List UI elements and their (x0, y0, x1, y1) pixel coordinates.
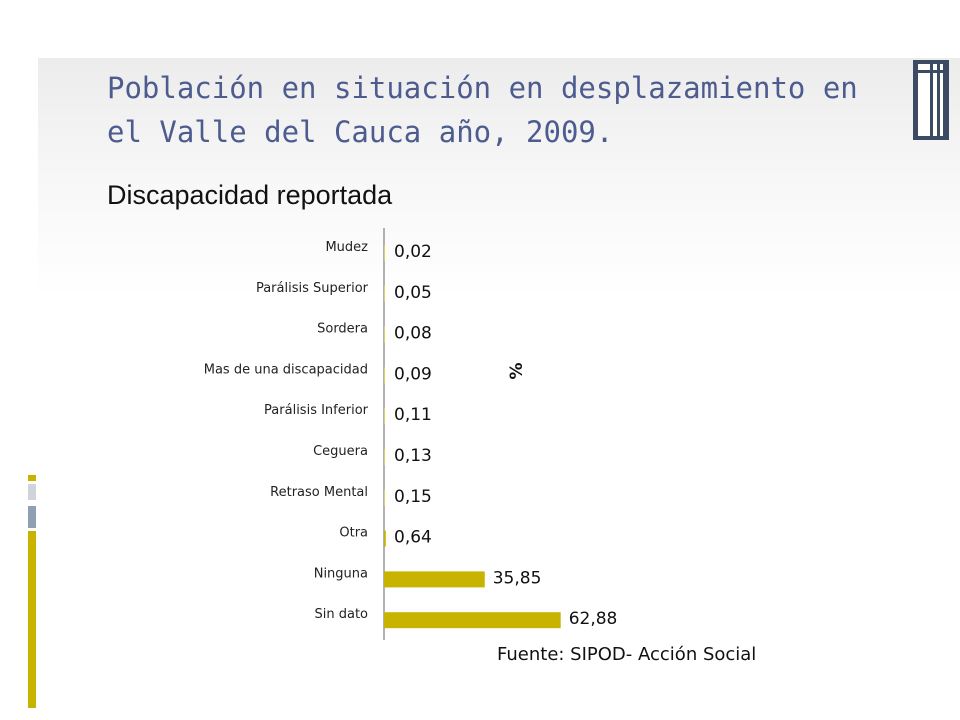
category-label: Mas de una discapacidad (204, 362, 368, 377)
category-label: Parálisis Inferior (264, 403, 369, 418)
data-label: 62,88 (569, 609, 618, 629)
data-label: 0,08 (394, 324, 432, 344)
chart-subtitle: Discapacidad reportada (107, 180, 393, 210)
data-label: 0,05 (394, 283, 432, 303)
slide-background (38, 58, 960, 720)
left-accent-bar (28, 531, 36, 708)
left-accent-square (28, 484, 36, 500)
bar (384, 367, 385, 384)
data-label: 0,15 (394, 487, 432, 507)
category-label: Otra (339, 526, 368, 541)
category-label: Parálisis Superior (256, 281, 369, 296)
category-label: Ninguna (314, 566, 368, 581)
source-note: Fuente: SIPOD- Acción Social (497, 644, 757, 665)
page-title: Población en situación en desplazamiento… (107, 71, 858, 149)
bar (384, 408, 385, 425)
data-label: 35,85 (493, 568, 542, 588)
category-label: Mudez (325, 240, 368, 255)
data-label: 0,13 (394, 446, 432, 466)
left-accent-square (28, 506, 36, 528)
bar (384, 571, 485, 588)
bar (384, 245, 385, 261)
bar (384, 449, 385, 465)
bar (384, 285, 385, 302)
bar (384, 489, 385, 506)
category-label: Sin dato (314, 607, 368, 622)
slide-decoration-icon (913, 60, 949, 140)
data-label: 0,02 (394, 242, 432, 262)
category-label: Retraso Mental (270, 485, 368, 500)
data-label: 0,09 (394, 364, 432, 384)
category-label: Sordera (317, 322, 368, 337)
left-accent-bar (28, 475, 36, 481)
data-label: 0,64 (394, 528, 432, 548)
data-label: 0,11 (394, 405, 432, 425)
category-label: Ceguera (313, 444, 368, 459)
axis-label: % (507, 362, 527, 379)
bar (384, 530, 386, 547)
bar (384, 612, 561, 629)
bar (384, 326, 385, 343)
